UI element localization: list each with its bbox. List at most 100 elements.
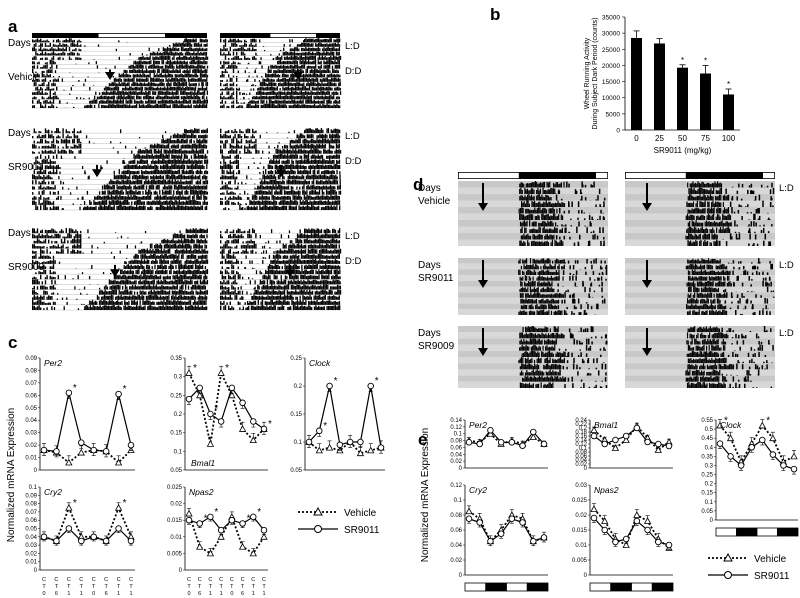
activity-bar — [49, 191, 51, 195]
activity-bar — [255, 130, 257, 134]
activity-bar — [125, 261, 127, 264]
activity-bar — [338, 159, 341, 164]
activity-bar — [293, 87, 295, 91]
activity-bar — [295, 175, 298, 180]
activity-bar — [307, 174, 309, 180]
activity-bar — [338, 196, 340, 200]
activity-bar — [161, 60, 163, 65]
activity-bar — [229, 65, 231, 69]
activity-bar — [169, 185, 171, 190]
activity-bar — [298, 135, 300, 139]
activity-bar — [68, 56, 71, 60]
activity-bar — [321, 143, 324, 149]
activity-bar — [194, 259, 196, 264]
activity-bar — [154, 180, 157, 185]
activity-bar — [164, 68, 166, 73]
activity-bar — [270, 54, 272, 56]
activity-bar — [185, 73, 188, 78]
activity-bar — [259, 205, 261, 210]
activity-bar — [229, 53, 231, 56]
activity-bar — [149, 243, 152, 249]
activity-bar — [142, 171, 144, 175]
activity-bar — [38, 161, 40, 164]
activity-bar — [171, 239, 173, 244]
activity-bar — [121, 189, 123, 195]
activity-bar — [159, 66, 161, 69]
activity-bar — [338, 154, 340, 159]
activity-bar — [310, 185, 312, 190]
activity-bar — [334, 186, 336, 190]
activity-bar — [138, 260, 140, 264]
activity-bar — [296, 61, 298, 65]
activity-bar — [46, 45, 48, 47]
activity-bar — [76, 57, 79, 60]
activity-bar — [285, 105, 288, 108]
activity-bar — [175, 140, 177, 144]
activity-bar — [122, 91, 125, 95]
activity-bar — [32, 39, 34, 43]
activity-bar — [147, 201, 150, 205]
activity-bar — [280, 69, 282, 73]
activity-bar — [41, 66, 43, 69]
activity-bar — [281, 96, 283, 100]
activity-bar — [189, 135, 191, 139]
activity-bar — [123, 161, 126, 164]
activity-bar — [165, 145, 167, 149]
activity-bar — [54, 48, 56, 52]
activity-bar — [265, 180, 267, 185]
activity-bar — [270, 179, 273, 185]
activity-bar — [271, 65, 273, 69]
activity-bar — [122, 160, 124, 164]
activity-bar — [43, 261, 45, 264]
activity-bar — [229, 77, 231, 82]
activity-bar — [38, 256, 40, 259]
activity-bar — [35, 92, 37, 95]
activity-bar — [276, 186, 279, 190]
activity-bar — [115, 100, 117, 104]
activity-bar — [261, 76, 263, 78]
activity-bar — [80, 130, 82, 134]
activity-bar — [170, 51, 173, 56]
activity-bar — [206, 164, 208, 169]
activity-bar — [142, 269, 144, 275]
activity-bar — [40, 67, 42, 69]
activity-bar — [197, 95, 199, 100]
activity-bar — [297, 149, 300, 154]
activity-bar — [310, 66, 313, 69]
activity-bar — [244, 148, 246, 154]
activity-bar — [35, 175, 37, 180]
activity-bar — [163, 91, 165, 95]
activity-bar — [299, 144, 301, 149]
activity-bar — [180, 90, 182, 95]
activity-bar — [203, 134, 205, 139]
activity-bar — [128, 201, 130, 205]
activity-bar — [338, 55, 340, 60]
activity-bar — [147, 264, 149, 269]
activity-bar — [250, 178, 252, 180]
activity-bar — [203, 103, 205, 108]
activity-bar — [187, 129, 189, 134]
activity-bar — [327, 138, 329, 144]
activity-bar — [91, 104, 93, 108]
activity-bar — [106, 105, 108, 108]
activity-bar — [52, 92, 55, 95]
activity-bar — [139, 82, 141, 87]
activity-bar — [331, 51, 333, 56]
activity-bar — [202, 129, 204, 134]
activity-bar — [177, 159, 179, 164]
activity-bar — [330, 155, 332, 159]
activity-bar — [178, 74, 181, 78]
activity-bar — [304, 55, 307, 60]
activity-bar — [188, 249, 191, 254]
activity-bar — [137, 196, 139, 200]
activity-bar — [333, 104, 335, 108]
activity-bar — [120, 204, 122, 210]
activity-bar — [312, 51, 314, 56]
activity-bar — [123, 174, 125, 180]
activity-bar — [160, 248, 163, 254]
activity-bar — [329, 64, 331, 69]
activity-bar — [326, 155, 328, 159]
activity-bar — [141, 64, 143, 69]
activity-bar — [40, 176, 42, 180]
activity-bar — [187, 190, 189, 195]
